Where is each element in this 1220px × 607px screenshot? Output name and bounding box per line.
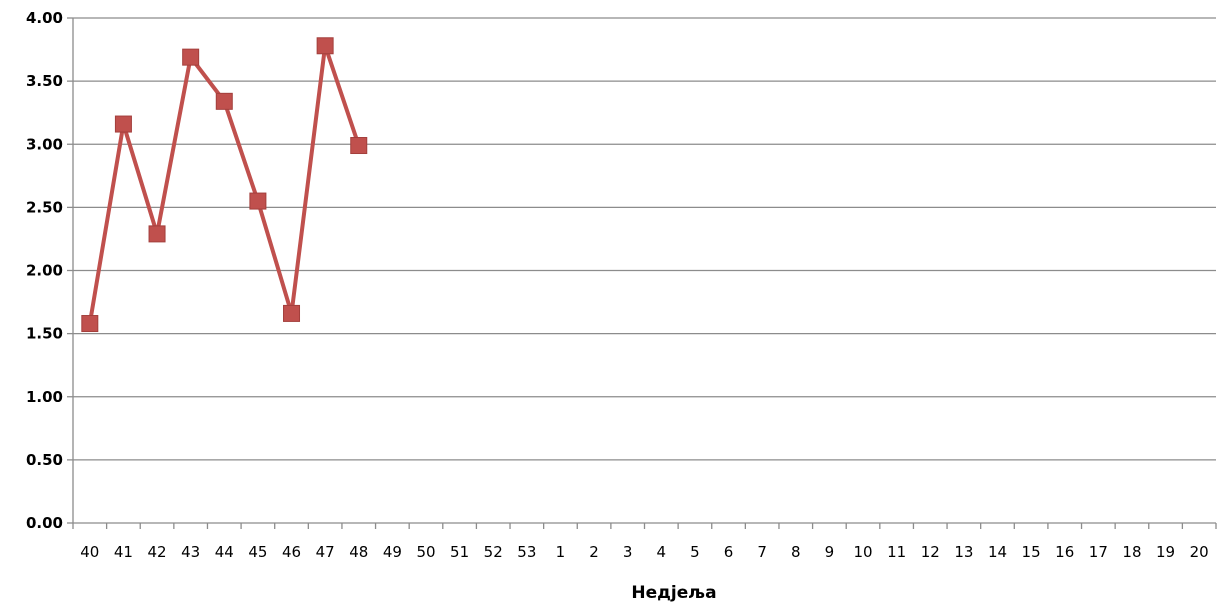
x-tick-label: 44	[215, 543, 234, 561]
y-tick-label: 2.50	[26, 198, 63, 216]
y-axis-ticks: 0.00 0.50 1.00 1.50 2.00 2.50 3.00 3.50 4.00	[26, 9, 73, 532]
y-tick-label: 1.00	[26, 388, 63, 406]
data-point-marker	[350, 137, 368, 155]
x-tick-label: 47	[316, 543, 335, 561]
x-tick-label: 10	[853, 543, 872, 561]
x-tick-label: 13	[954, 543, 973, 561]
x-tick-label: 12	[921, 543, 940, 561]
x-tick-label: 52	[484, 543, 503, 561]
x-tick-label: 42	[147, 543, 166, 561]
data-point-marker	[182, 48, 200, 66]
y-tick-label: 4.00	[26, 9, 63, 27]
y-tick-label: 3.50	[26, 72, 63, 90]
data-point-marker	[249, 192, 267, 210]
x-tick-label: 20	[1190, 543, 1209, 561]
x-tick-label: 5	[690, 543, 700, 561]
x-tick-label: 46	[282, 543, 301, 561]
data-point-marker	[148, 225, 166, 243]
x-tick-label: 51	[450, 543, 469, 561]
x-tick-label: 14	[988, 543, 1007, 561]
y-tick-label: 3.00	[26, 135, 63, 153]
x-tick-label: 3	[623, 543, 633, 561]
data-point-marker	[114, 115, 132, 133]
y-tick-label: 2.00	[26, 262, 63, 280]
x-tick-label: 9	[825, 543, 835, 561]
data-point-marker	[215, 92, 233, 110]
data-point-marker	[283, 304, 301, 322]
data-point-marker	[81, 315, 99, 333]
x-tick-label: 1	[556, 543, 566, 561]
x-tick-label: 18	[1122, 543, 1141, 561]
x-tick-label: 43	[181, 543, 200, 561]
x-tick-label: 8	[791, 543, 801, 561]
x-tick-label: 41	[114, 543, 133, 561]
x-tick-label: 45	[248, 543, 267, 561]
x-tick-label: 40	[80, 543, 99, 561]
x-tick-label: 16	[1055, 543, 1074, 561]
x-tick-label: 50	[416, 543, 435, 561]
x-tick-label: 49	[383, 543, 402, 561]
series-group	[81, 37, 368, 333]
x-axis-ticks: 40 41 42 43 44 45 46 47 48 49 50 51 52 53 1 2 3 4 5 6 7 8 9 10 1…	[72, 523, 1217, 561]
x-tick-label: 53	[517, 543, 536, 561]
x-tick-label: 48	[349, 543, 368, 561]
series-line	[87, 43, 361, 324]
x-tick-label: 6	[724, 543, 734, 561]
x-tick-label: 2	[589, 543, 599, 561]
y-tick-label: 0.50	[26, 451, 63, 469]
data-point-marker	[316, 37, 334, 55]
x-tick-label: 15	[1022, 543, 1041, 561]
y-tick-label: 1.50	[26, 325, 63, 343]
x-tick-label: 7	[757, 543, 767, 561]
x-tick-label: 19	[1156, 543, 1175, 561]
x-tick-label: 17	[1089, 543, 1108, 561]
x-axis-label: Недјеља	[631, 583, 716, 603]
y-tick-label: 0.00	[26, 514, 63, 532]
gridlines	[73, 17, 1216, 461]
x-tick-label: 11	[887, 543, 906, 561]
x-tick-label: 4	[657, 543, 667, 561]
